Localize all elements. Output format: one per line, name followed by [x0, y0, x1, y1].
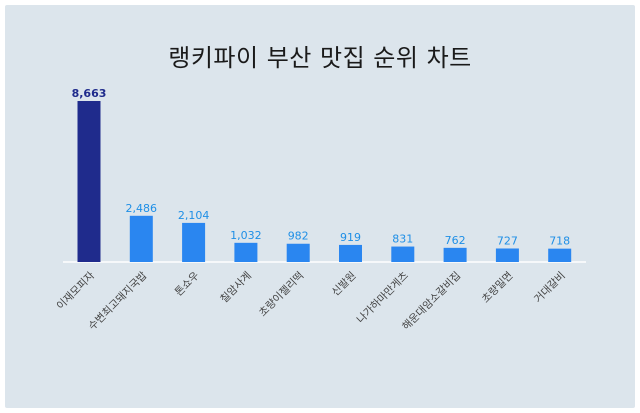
bar-2 [129, 215, 153, 262]
data-label-4: 1,032 [230, 229, 262, 242]
bar-4 [234, 242, 258, 262]
x-tick-label-1: 이재모피자 [54, 269, 97, 312]
x-tick-label-10: 거대갈비 [531, 269, 568, 306]
data-label-7: 831 [392, 233, 413, 246]
bar-7 [391, 246, 415, 262]
bar-8 [443, 247, 467, 262]
bar-3 [182, 222, 206, 262]
x-tick-label-7: 나가하마만게츠 [354, 269, 411, 326]
bar-6 [339, 244, 362, 262]
x-tick-label-6: 신발원 [330, 270, 359, 299]
bar-5 [286, 243, 310, 262]
data-label-1: 8,663 [72, 87, 107, 100]
x-tick-label-9: 초량밀면 [480, 270, 516, 306]
data-label-2: 2,486 [126, 202, 158, 215]
data-label-10: 718 [549, 235, 570, 248]
data-label-8: 762 [445, 234, 466, 247]
bar-9 [495, 248, 519, 262]
data-label-6: 919 [340, 231, 361, 244]
bar-1 [77, 101, 101, 262]
data-label-9: 727 [497, 234, 518, 247]
x-tick-label-4: 칠암사계 [218, 270, 254, 306]
x-tick-label-3: 톤쇼우 [173, 269, 202, 298]
data-label-5: 982 [288, 230, 309, 243]
x-tick-label-5: 초량이젤리떡 [257, 270, 306, 319]
data-label-3: 2,104 [178, 209, 210, 222]
chart-title: 랭키파이 부산 맛집 순위 차트 [168, 44, 472, 72]
chart-background [5, 5, 635, 408]
bar-10 [548, 248, 572, 262]
